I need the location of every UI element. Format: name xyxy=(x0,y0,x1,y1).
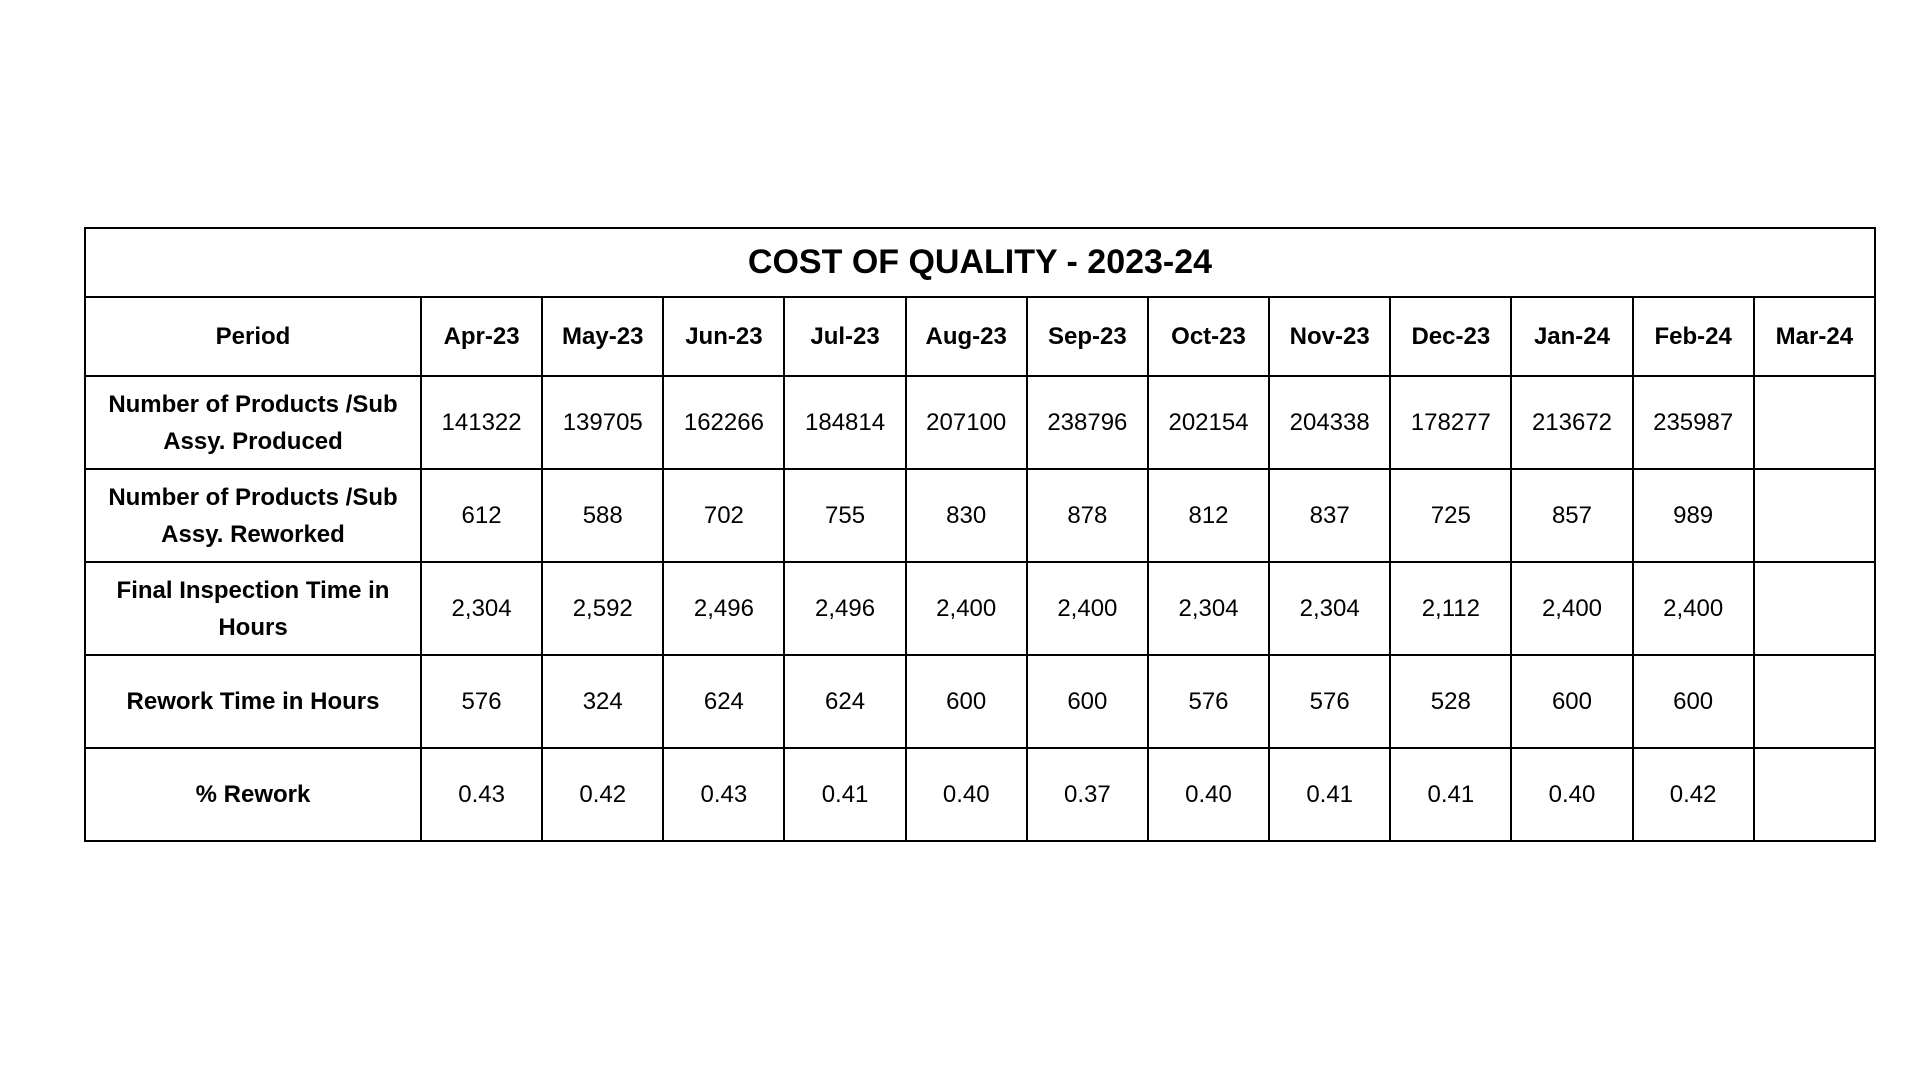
table-cell: 989 xyxy=(1631,468,1755,563)
table-cell: 2,400 xyxy=(1631,561,1755,656)
table-cell: 0.41 xyxy=(1389,747,1513,842)
table-cell: 830 xyxy=(904,468,1028,563)
table-cell: 2,592 xyxy=(541,561,665,656)
table-cell: 2,496 xyxy=(662,561,786,656)
table-cell: 0.42 xyxy=(541,747,665,842)
table-cell: 576 xyxy=(1268,654,1392,749)
table-cell: 202154 xyxy=(1146,375,1271,470)
table-cell: 2,400 xyxy=(1510,561,1634,656)
table-cell: 600 xyxy=(1510,654,1634,749)
table-cell: 235987 xyxy=(1631,375,1755,470)
table-cell: 2,304 xyxy=(419,561,544,656)
table-cell: 600 xyxy=(1631,654,1755,749)
table-cell: 2,304 xyxy=(1268,561,1392,656)
table-cell xyxy=(1752,747,1877,842)
table-cell: 204338 xyxy=(1268,375,1392,470)
table-cell: 576 xyxy=(1146,654,1271,749)
table-cell: 588 xyxy=(541,468,665,563)
table-cell: 600 xyxy=(904,654,1028,749)
month-header: Nov-23 xyxy=(1268,296,1392,377)
table-cell: 528 xyxy=(1389,654,1513,749)
table-cell xyxy=(1752,375,1877,470)
table-cell: 2,304 xyxy=(1146,561,1271,656)
table-cell: 837 xyxy=(1268,468,1392,563)
cost-of-quality-table: COST OF QUALITY - 2023-24 Period Apr-23 M… xyxy=(84,227,1877,842)
table-cell: 624 xyxy=(783,654,907,749)
month-header: Jan-24 xyxy=(1510,296,1634,377)
table-cell: 139705 xyxy=(541,375,665,470)
table-cell xyxy=(1752,468,1877,563)
month-header: Mar-24 xyxy=(1752,296,1877,377)
table-cell: 0.37 xyxy=(1025,747,1149,842)
row-label: Rework Time in Hours xyxy=(84,654,422,749)
month-header: Jul-23 xyxy=(783,296,907,377)
table-cell: 725 xyxy=(1389,468,1513,563)
table-cell xyxy=(1752,561,1877,656)
table-cell: 878 xyxy=(1025,468,1149,563)
month-header: Aug-23 xyxy=(904,296,1028,377)
month-header: Apr-23 xyxy=(419,296,544,377)
month-header: Feb-24 xyxy=(1631,296,1755,377)
table-cell: 2,112 xyxy=(1389,561,1513,656)
table-cell: 857 xyxy=(1510,468,1634,563)
table-cell: 0.42 xyxy=(1631,747,1755,842)
table-cell: 702 xyxy=(662,468,786,563)
table-cell: 0.43 xyxy=(662,747,786,842)
table-row: Rework Time in Hours 576 324 624 624 600 600 57… xyxy=(84,654,1877,749)
row-label: Number of Products /Sub Assy. Produced xyxy=(84,375,422,470)
table-cell: 0.41 xyxy=(783,747,907,842)
table-cell: 213672 xyxy=(1510,375,1634,470)
period-header: Period xyxy=(84,296,422,377)
month-header: Sep-23 xyxy=(1025,296,1149,377)
header-row: Period Apr-23 May-23 Jun-23 Jul-23 Aug-23 Sep… xyxy=(84,296,1877,377)
row-label: Final Inspection Time in Hours xyxy=(84,561,422,656)
table-cell: 755 xyxy=(783,468,907,563)
table-cell: 2,400 xyxy=(1025,561,1149,656)
table-cell: 600 xyxy=(1025,654,1149,749)
table-cell: 184814 xyxy=(783,375,907,470)
table-title: COST OF QUALITY - 2023-24 xyxy=(84,227,1876,298)
table-cell: 812 xyxy=(1146,468,1271,563)
table-cell: 141322 xyxy=(419,375,544,470)
month-header: Jun-23 xyxy=(662,296,786,377)
table-cell: 0.41 xyxy=(1268,747,1392,842)
table-cell: 178277 xyxy=(1389,375,1513,470)
row-label: Number of Products /Sub Assy. Reworked xyxy=(84,468,422,563)
table-cell: 0.40 xyxy=(1146,747,1271,842)
table-row: Final Inspection Time in Hours 2,304 2,592… xyxy=(84,561,1877,656)
table-cell: 162266 xyxy=(662,375,786,470)
table-row: % Rework 0.43 0.42 0.43 0.41 0.40 0.37 0.40 0.41… xyxy=(84,747,1877,842)
table-cell: 612 xyxy=(419,468,544,563)
table-row: Number of Products /Sub Assy. Produced 14… xyxy=(84,375,1877,470)
table-cell: 576 xyxy=(419,654,544,749)
table-cell: 324 xyxy=(541,654,665,749)
table-cell xyxy=(1752,654,1877,749)
table-row: Number of Products /Sub Assy. Reworked 61… xyxy=(84,468,1877,563)
table-cell: 0.40 xyxy=(1510,747,1634,842)
table-cell: 2,400 xyxy=(904,561,1028,656)
row-label: % Rework xyxy=(84,747,422,842)
table-cell: 207100 xyxy=(904,375,1028,470)
table-cell: 624 xyxy=(662,654,786,749)
table-cell: 0.43 xyxy=(419,747,544,842)
table-cell: 0.40 xyxy=(904,747,1028,842)
table-cell: 2,496 xyxy=(783,561,907,656)
month-header: Dec-23 xyxy=(1389,296,1513,377)
title-row: COST OF QUALITY - 2023-24 xyxy=(84,227,1876,298)
month-header: Oct-23 xyxy=(1146,296,1271,377)
month-header: May-23 xyxy=(541,296,665,377)
table-cell: 238796 xyxy=(1025,375,1149,470)
